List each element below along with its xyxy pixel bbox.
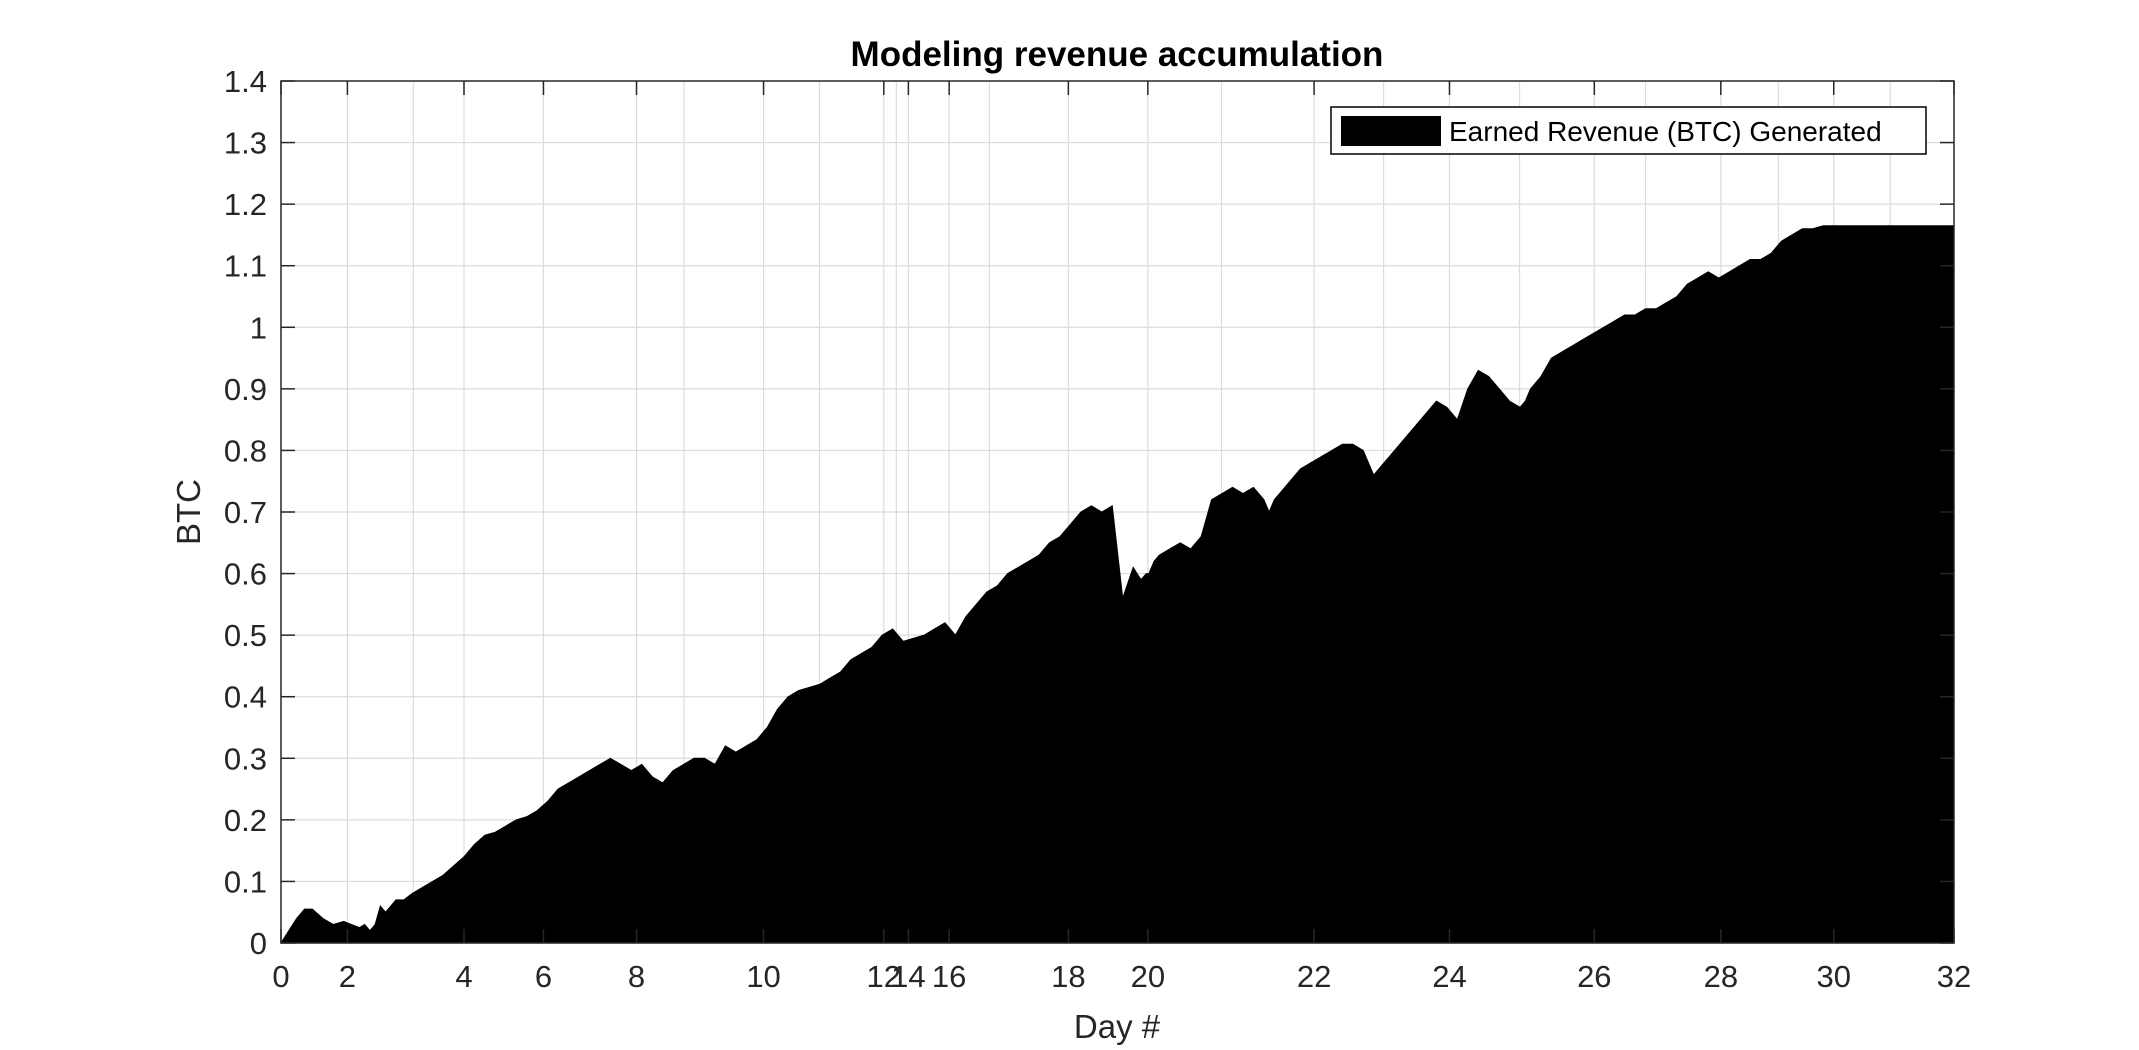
x-tick-label-16: 32 xyxy=(1937,959,1971,994)
x-tick-label-11: 22 xyxy=(1297,959,1331,994)
y-tick-label-4: 0.4 xyxy=(224,680,267,715)
legend-label: Earned Revenue (BTC) Generated xyxy=(1449,116,1882,147)
y-tick-label-8: 0.8 xyxy=(224,433,267,468)
y-tick-label-5: 0.5 xyxy=(224,618,267,653)
y-axis-label: BTC xyxy=(170,479,207,545)
y-tick-label-3: 0.3 xyxy=(224,741,267,776)
y-tick-label-14: 1.4 xyxy=(224,64,267,99)
y-tick-label-13: 1.3 xyxy=(224,126,267,161)
x-tick-label-7: 14 xyxy=(891,959,925,994)
x-axis-label: Day # xyxy=(1074,1008,1161,1045)
x-tick-label-4: 8 xyxy=(628,959,645,994)
x-tick-label-6: 12 xyxy=(867,959,901,994)
area-series-earned-revenue xyxy=(280,225,1955,944)
x-tick-label-5: 10 xyxy=(746,959,780,994)
x-tick-label-15: 30 xyxy=(1817,959,1851,994)
x-tick-label-3: 6 xyxy=(535,959,552,994)
y-tick-label-6: 0.6 xyxy=(224,557,267,592)
x-tick-label-12: 24 xyxy=(1432,959,1466,994)
y-tick-label-7: 0.7 xyxy=(224,495,267,530)
legend: Earned Revenue (BTC) Generated xyxy=(1330,106,1927,155)
legend-swatch xyxy=(1341,116,1441,146)
x-tick-label-1: 2 xyxy=(339,959,356,994)
y-tick-label-11: 1.1 xyxy=(224,249,267,284)
chart-title: Modeling revenue accumulation xyxy=(851,35,1384,74)
x-tick-label-14: 28 xyxy=(1704,959,1738,994)
y-tick-label-10: 1 xyxy=(250,310,267,345)
x-tick-label-9: 18 xyxy=(1051,959,1085,994)
y-tick-label-1: 0.1 xyxy=(224,864,267,899)
x-tick-label-10: 20 xyxy=(1131,959,1165,994)
y-tick-label-0: 0 xyxy=(250,926,267,961)
x-tick-label-13: 26 xyxy=(1577,959,1611,994)
y-tick-label-2: 0.2 xyxy=(224,803,267,838)
y-tick-label-12: 1.2 xyxy=(224,187,267,222)
axis-ticks: 0 0.1 0.2 0.3 0.4 0.5 0.6 0.7 0.8 0.9 1 1.1 1.2 1.3 1.… xyxy=(224,64,1971,994)
x-tick-label-0: 0 xyxy=(272,959,289,994)
x-tick-label-2: 4 xyxy=(455,959,472,994)
x-tick-label-8: 16 xyxy=(932,959,966,994)
y-tick-label-9: 0.9 xyxy=(224,372,267,407)
